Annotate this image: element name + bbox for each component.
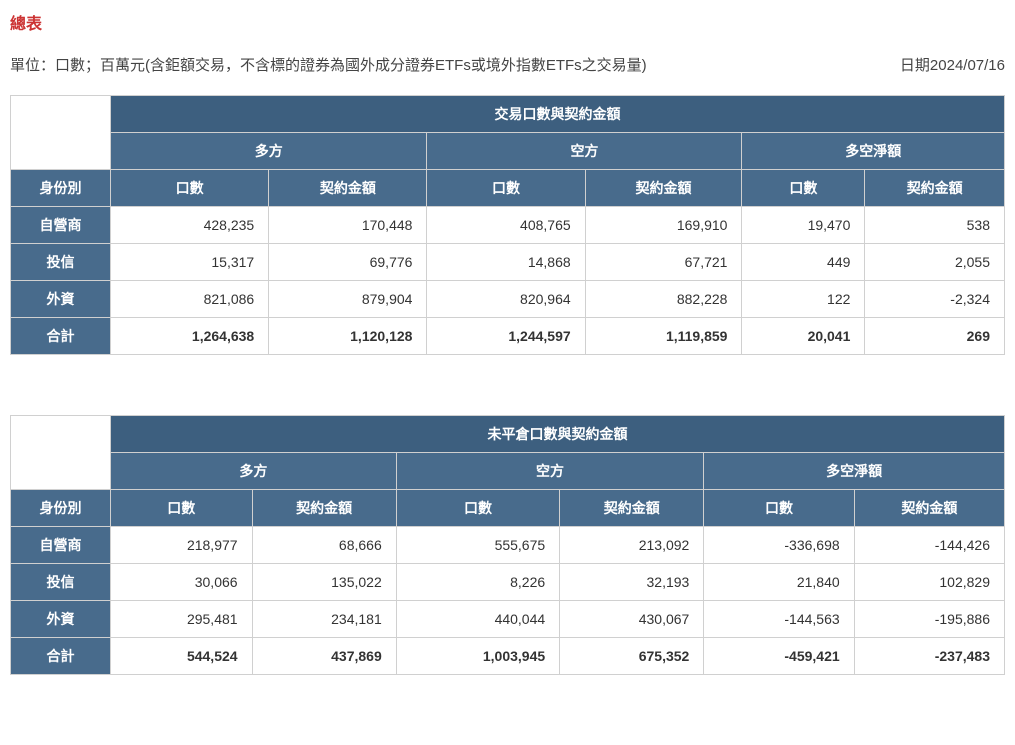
cell: 882,228: [585, 281, 742, 318]
cell: -336,698: [704, 527, 854, 564]
col-amount: 契約金額: [269, 170, 427, 207]
cell: 1,244,597: [427, 318, 585, 355]
cell: 430,067: [560, 601, 704, 638]
header-net: 多空淨額: [704, 453, 1005, 490]
row-name: 外資: [11, 601, 111, 638]
page-title: 總表: [10, 10, 1005, 34]
cell: -195,886: [854, 601, 1004, 638]
cell: 32,193: [560, 564, 704, 601]
col-contracts: 口數: [742, 170, 865, 207]
col-amount: 契約金額: [560, 490, 704, 527]
header-long: 多方: [111, 453, 397, 490]
date-text: 日期2024/07/16: [900, 54, 1005, 75]
row-name: 自營商: [11, 207, 111, 244]
cell: 135,022: [252, 564, 396, 601]
cell: 1,120,128: [269, 318, 427, 355]
row-name: 合計: [11, 638, 111, 675]
corner-empty: [11, 96, 111, 170]
cell: 295,481: [111, 601, 253, 638]
corner-empty: [11, 416, 111, 490]
row-name: 合計: [11, 318, 111, 355]
cell: 408,765: [427, 207, 585, 244]
cell: 440,044: [396, 601, 559, 638]
cell: 1,003,945: [396, 638, 559, 675]
cell: 218,977: [111, 527, 253, 564]
header-short: 空方: [427, 133, 742, 170]
row-name: 外資: [11, 281, 111, 318]
cell: 102,829: [854, 564, 1004, 601]
cell: 122: [742, 281, 865, 318]
cell: 1,264,638: [111, 318, 269, 355]
table-openinterest: 未平倉口數與契約金額 多方 空方 多空淨額 身份別 口數 契約金額 口數 契約金…: [10, 415, 1005, 675]
col-amount: 契約金額: [252, 490, 396, 527]
cell: 234,181: [252, 601, 396, 638]
table-row: 自營商 428,235 170,448 408,765 169,910 19,4…: [11, 207, 1005, 244]
col-contracts: 口數: [704, 490, 854, 527]
cell: 68,666: [252, 527, 396, 564]
cell: 30,066: [111, 564, 253, 601]
table-row: 外資 821,086 879,904 820,964 882,228 122 -…: [11, 281, 1005, 318]
table-row-total: 合計 1,264,638 1,120,128 1,244,597 1,119,8…: [11, 318, 1005, 355]
cell: -144,563: [704, 601, 854, 638]
cell: 15,317: [111, 244, 269, 281]
cell: 821,086: [111, 281, 269, 318]
table-row: 投信 30,066 135,022 8,226 32,193 21,840 10…: [11, 564, 1005, 601]
row-name: 投信: [11, 244, 111, 281]
table-row: 投信 15,317 69,776 14,868 67,721 449 2,055: [11, 244, 1005, 281]
col-contracts: 口數: [111, 170, 269, 207]
header-main-2: 未平倉口數與契約金額: [111, 416, 1005, 453]
cell: 1,119,859: [585, 318, 742, 355]
cell: 21,840: [704, 564, 854, 601]
col-amount: 契約金額: [854, 490, 1004, 527]
cell: 437,869: [252, 638, 396, 675]
col-amount: 契約金額: [865, 170, 1005, 207]
cell: 675,352: [560, 638, 704, 675]
cell: 538: [865, 207, 1005, 244]
cell: 269: [865, 318, 1005, 355]
cell: 213,092: [560, 527, 704, 564]
cell: 19,470: [742, 207, 865, 244]
table-row-total: 合計 544,524 437,869 1,003,945 675,352 -45…: [11, 638, 1005, 675]
header-long: 多方: [111, 133, 427, 170]
cell: 428,235: [111, 207, 269, 244]
cell: 8,226: [396, 564, 559, 601]
cell: 69,776: [269, 244, 427, 281]
header-main-1: 交易口數與契約金額: [111, 96, 1005, 133]
cell: 820,964: [427, 281, 585, 318]
table-row: 外資 295,481 234,181 440,044 430,067 -144,…: [11, 601, 1005, 638]
cell: 67,721: [585, 244, 742, 281]
cell: 449: [742, 244, 865, 281]
header-identity: 身份別: [11, 490, 111, 527]
cell: 20,041: [742, 318, 865, 355]
unit-note: 單位：口數；百萬元(含鉅額交易，不含標的證券為國外成分證券ETFs或境外指數ET…: [10, 54, 647, 75]
cell: 170,448: [269, 207, 427, 244]
cell: 544,524: [111, 638, 253, 675]
cell: -144,426: [854, 527, 1004, 564]
row-name: 自營商: [11, 527, 111, 564]
col-contracts: 口數: [111, 490, 253, 527]
table-row: 自營商 218,977 68,666 555,675 213,092 -336,…: [11, 527, 1005, 564]
cell: 169,910: [585, 207, 742, 244]
cell: 2,055: [865, 244, 1005, 281]
cell: 555,675: [396, 527, 559, 564]
header-net: 多空淨額: [742, 133, 1005, 170]
meta-row: 單位：口數；百萬元(含鉅額交易，不含標的證券為國外成分證券ETFs或境外指數ET…: [10, 54, 1005, 75]
cell: -2,324: [865, 281, 1005, 318]
cell: 14,868: [427, 244, 585, 281]
row-name: 投信: [11, 564, 111, 601]
col-contracts: 口數: [396, 490, 559, 527]
col-amount: 契約金額: [585, 170, 742, 207]
table-trading: 交易口數與契約金額 多方 空方 多空淨額 身份別 口數 契約金額 口數 契約金額…: [10, 95, 1005, 355]
cell: 879,904: [269, 281, 427, 318]
header-short: 空方: [396, 453, 704, 490]
col-contracts: 口數: [427, 170, 585, 207]
cell: -237,483: [854, 638, 1004, 675]
cell: -459,421: [704, 638, 854, 675]
header-identity: 身份別: [11, 170, 111, 207]
